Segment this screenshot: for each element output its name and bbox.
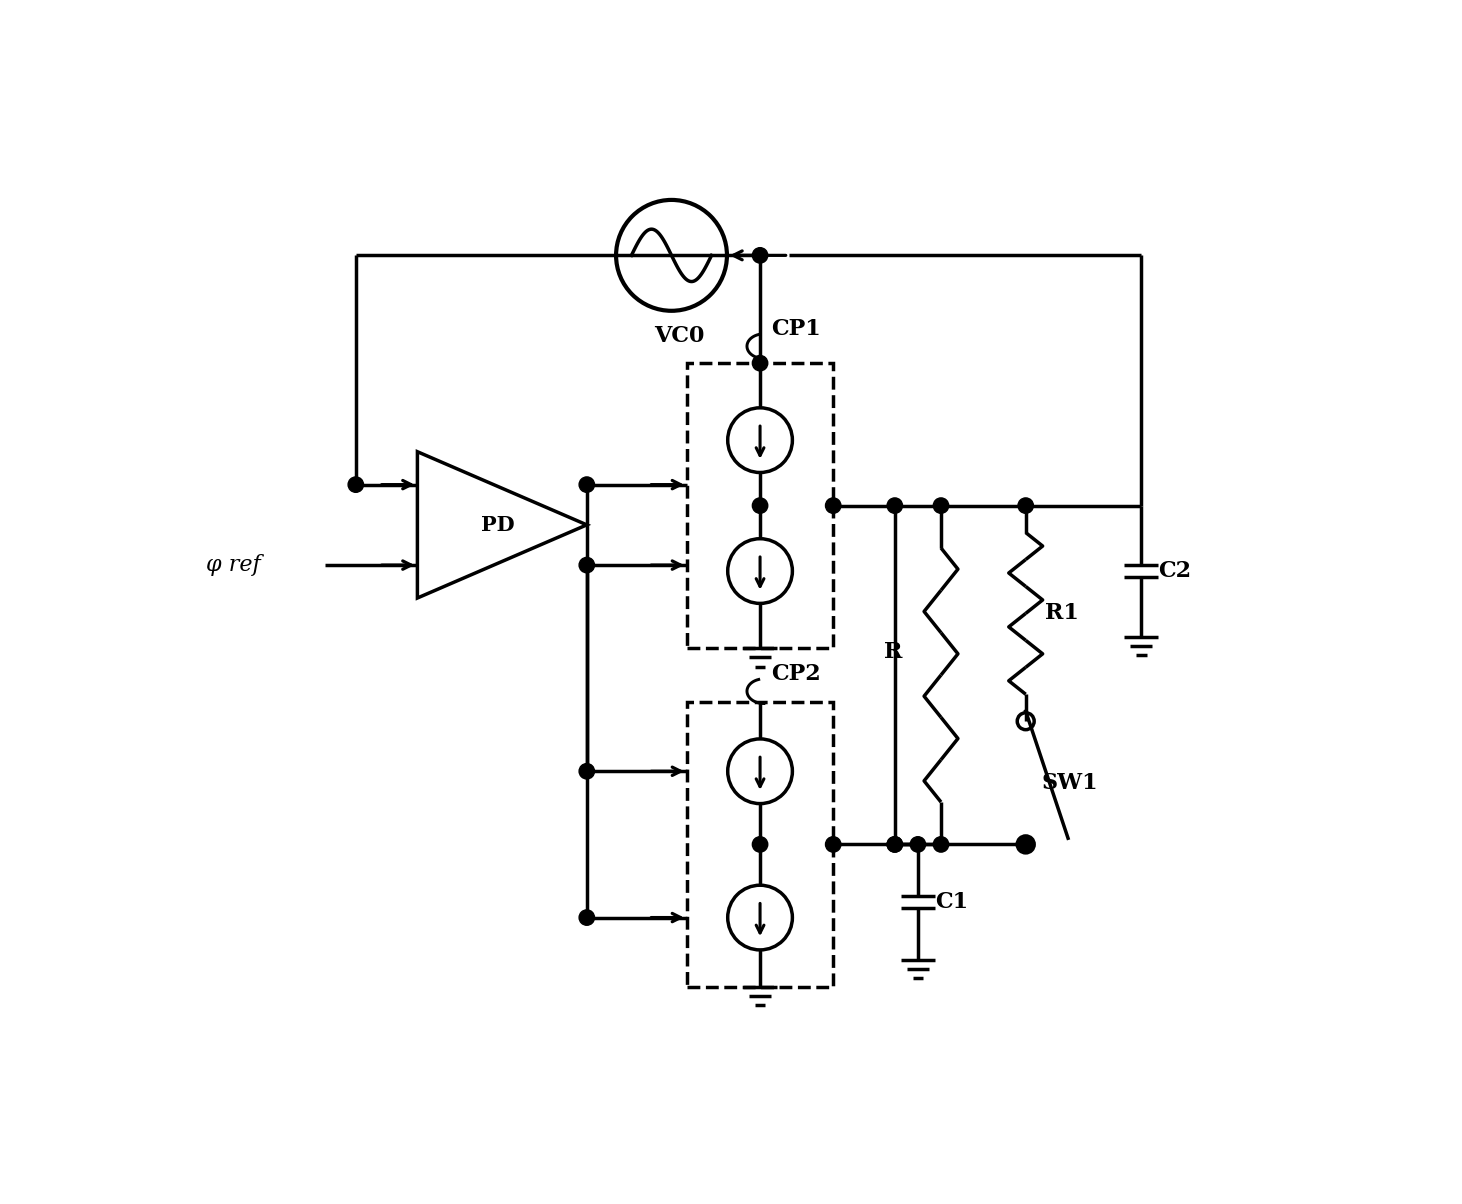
Circle shape [579, 763, 595, 779]
Circle shape [753, 498, 768, 513]
Circle shape [887, 498, 902, 513]
Text: C1: C1 [934, 891, 968, 913]
Circle shape [579, 557, 595, 573]
Circle shape [933, 837, 949, 852]
Circle shape [933, 498, 949, 513]
Text: R: R [885, 641, 902, 663]
Circle shape [826, 498, 841, 513]
Circle shape [826, 837, 841, 852]
Circle shape [1018, 837, 1034, 852]
Text: C2: C2 [1158, 560, 1192, 582]
Text: SW1: SW1 [1041, 772, 1098, 793]
Circle shape [579, 477, 595, 492]
Text: VC0: VC0 [654, 325, 705, 347]
Circle shape [753, 248, 768, 262]
Text: CP2: CP2 [772, 663, 822, 685]
Circle shape [579, 910, 595, 925]
Circle shape [911, 837, 925, 852]
Circle shape [1018, 498, 1034, 513]
Circle shape [887, 837, 902, 852]
Text: CP1: CP1 [772, 318, 822, 340]
Circle shape [753, 837, 768, 852]
Text: φ ref: φ ref [206, 554, 260, 576]
Circle shape [348, 477, 364, 492]
Circle shape [753, 355, 768, 371]
Text: PD: PD [481, 515, 515, 535]
Text: R1: R1 [1045, 602, 1079, 625]
Circle shape [887, 837, 902, 852]
